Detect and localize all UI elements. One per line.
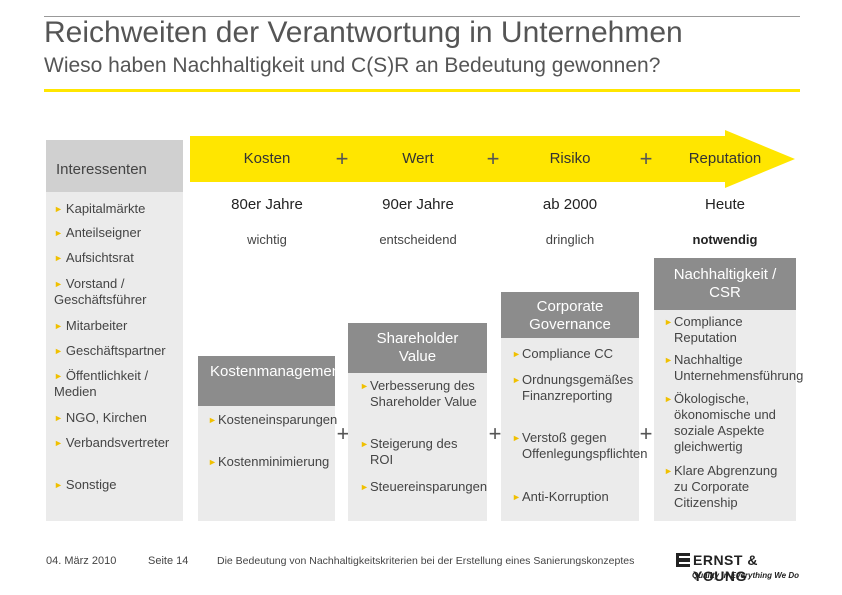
list-item: ► Öffentlichkeit / Medien: [54, 368, 149, 399]
list-item: ► Sonstige: [54, 477, 117, 492]
list-item: ► Klare Abgrenzung zu Corporate Citizensh…: [664, 463, 778, 510]
triangle-bullet-icon: ►: [360, 482, 369, 492]
list-item: ► Ordnungsgemäßes Finanzreporting: [512, 372, 634, 403]
plus-sign: +: [639, 421, 653, 446]
list-item: ► Anti-Korruption: [512, 489, 609, 504]
plus-sign: +: [639, 146, 653, 171]
triangle-bullet-icon: ►: [54, 480, 63, 490]
triangle-bullet-icon: ►: [360, 439, 369, 449]
list-item: ► Mitarbeiter: [54, 318, 128, 333]
list-item: ► Compliance CC: [512, 346, 614, 361]
triangle-bullet-icon: ►: [512, 492, 521, 502]
stakeholders-list: ► Kapitalmärkte ► Anteilseigner ► Aufsichts…: [46, 192, 183, 521]
triangle-bullet-icon: ►: [512, 349, 521, 359]
column-title: Shareholder Value: [348, 323, 487, 373]
list-item: ► Verstoß gegen Offenlegungspflichten: [512, 430, 648, 461]
list-item: ► NGO, Kirchen: [54, 410, 147, 425]
page-subtitle: Wieso haben Nachhaltigkeit und C(S)R an …: [44, 54, 661, 77]
plus-sign: +: [486, 146, 500, 171]
severity-label: notwendig: [692, 232, 758, 247]
triangle-bullet-icon: ►: [664, 355, 673, 365]
list-item: ► Verbesserung des Shareholder Value: [360, 378, 477, 409]
footer-date: 04. März 2010: [46, 555, 117, 567]
triangle-bullet-icon: ►: [360, 381, 369, 391]
era-label: ab 2000: [542, 196, 598, 213]
list-item: ► Compliance Reputation: [664, 314, 743, 345]
logo-mark-icon: [676, 553, 690, 567]
footer-caption: Die Bedeutung von Nachhaltigkeitskriteri…: [217, 555, 635, 567]
triangle-bullet-icon: ►: [54, 321, 63, 331]
page-title: Reichweiten der Verantwortung in Unterne…: [44, 16, 683, 49]
list-item: ► Nachhaltige Unternehmensführung: [664, 352, 804, 383]
header-risiko: Risiko: [549, 150, 591, 167]
header-kosten: Kosten: [243, 150, 291, 167]
company-logo: ERNST & YOUNG Quality In Everything We D…: [676, 552, 800, 586]
triangle-bullet-icon: ►: [54, 279, 63, 289]
list-item: ► Aufsichtsrat: [54, 250, 134, 265]
list-item: ► Steigerung des ROI: [360, 436, 458, 467]
era-label: 80er Jahre: [231, 196, 303, 213]
severity-label: entscheidend: [379, 232, 457, 247]
logo-name: ERNST & YOUNG: [693, 552, 758, 584]
era-label: 90er Jahre: [382, 196, 454, 213]
triangle-bullet-icon: ►: [54, 253, 63, 263]
severity-label: wichtig: [247, 232, 287, 247]
footer-page: Seite 14: [148, 555, 189, 567]
triangle-bullet-icon: ►: [512, 375, 521, 385]
triangle-bullet-icon: ►: [54, 204, 63, 214]
column-title: Corporate Governance: [501, 292, 639, 338]
plus-sign: +: [488, 421, 502, 446]
list-item: ► Anteilseigner: [54, 225, 142, 240]
triangle-bullet-icon: ►: [664, 394, 673, 404]
accent-rule: [44, 89, 800, 92]
triangle-bullet-icon: ►: [208, 415, 217, 425]
column-title: Nachhaltigkeit / CSR: [654, 258, 796, 310]
header-reputation: Reputation: [688, 150, 762, 167]
triangle-bullet-icon: ►: [54, 371, 63, 381]
triangle-bullet-icon: ►: [54, 228, 63, 238]
triangle-bullet-icon: ►: [512, 433, 521, 443]
triangle-bullet-icon: ►: [664, 317, 673, 327]
triangle-bullet-icon: ►: [54, 346, 63, 356]
timeline-arrow: [190, 130, 795, 188]
list-item: ► Kapitalmärkte: [54, 201, 146, 216]
column-title: Kostenmanagement: [198, 356, 344, 406]
era-label: Heute: [704, 196, 746, 213]
triangle-bullet-icon: ►: [208, 457, 217, 467]
list-item: ► Geschäftspartner: [54, 343, 166, 358]
list-item: ► Verbandsvertreter: [54, 435, 170, 450]
list-item: ► Kostenminimierung: [208, 454, 330, 469]
top-rule: [44, 16, 800, 17]
stakeholders-heading: Interessenten: [46, 140, 183, 192]
triangle-bullet-icon: ►: [54, 438, 63, 448]
logo-tagline: Quality In Everything We Do: [692, 571, 799, 580]
triangle-bullet-icon: ►: [664, 466, 673, 476]
plus-sign: +: [336, 421, 350, 446]
list-item: ► Ökologische, ökonomische und soziale As…: [664, 391, 776, 454]
triangle-bullet-icon: ►: [54, 413, 63, 423]
list-item: ► Kosteneinsparungen: [208, 412, 338, 427]
list-item: ► Vorstand / Geschäftsführer: [54, 276, 147, 307]
header-wert: Wert: [402, 150, 434, 167]
plus-sign: +: [335, 146, 349, 171]
severity-label: dringlich: [545, 232, 595, 247]
list-item: ► Steuereinsparungen: [360, 479, 488, 494]
